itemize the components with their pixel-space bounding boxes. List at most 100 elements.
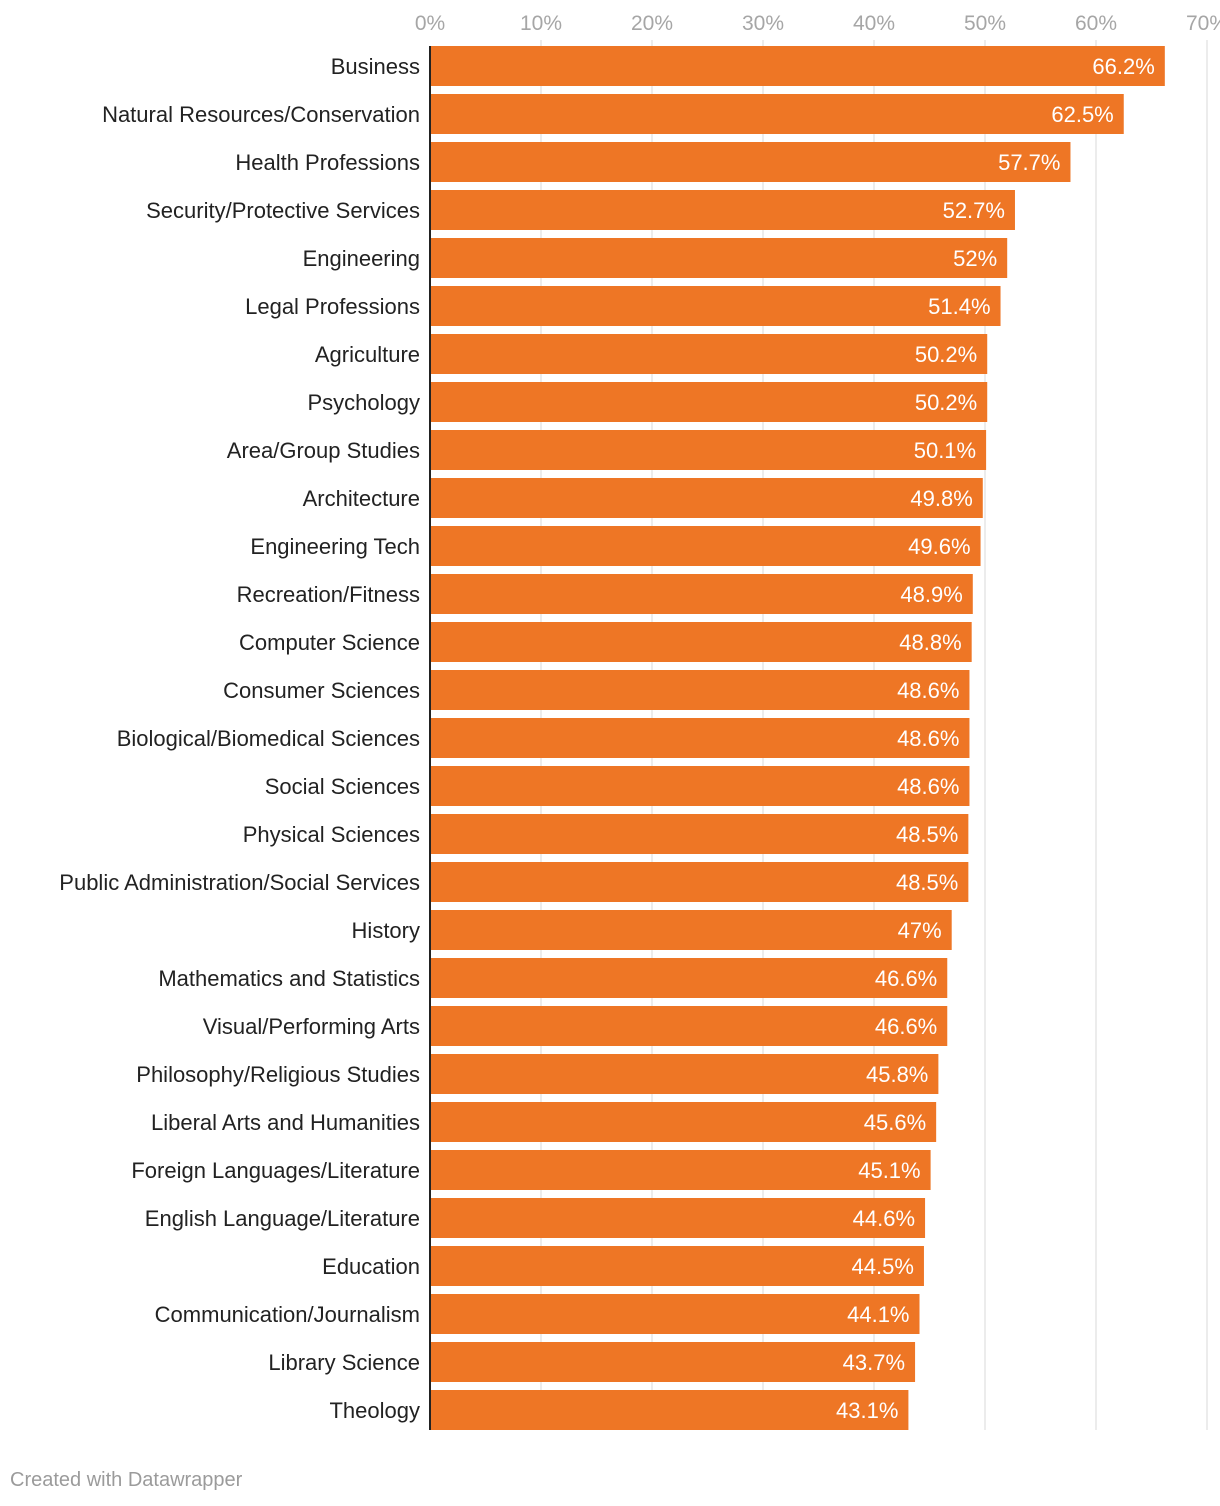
value-label: 45.8% [866, 1062, 928, 1087]
value-label: 51.4% [928, 294, 990, 319]
category-label: History [352, 918, 420, 943]
bar [430, 670, 970, 710]
bar [430, 478, 983, 518]
value-label: 48.9% [900, 582, 962, 607]
bar [430, 766, 970, 806]
bar [430, 1006, 948, 1046]
category-label: Engineering Tech [250, 534, 420, 559]
x-tick-label: 40% [853, 12, 895, 35]
bar [430, 334, 988, 374]
category-label: Health Professions [235, 150, 420, 175]
value-label: 66.2% [1092, 54, 1154, 79]
x-tick-label: 20% [631, 12, 673, 35]
value-label: 50.2% [915, 390, 977, 415]
value-label: 47% [898, 918, 942, 943]
bar [430, 382, 988, 422]
category-label: Business [331, 54, 420, 79]
bar [430, 1054, 939, 1094]
category-label: Library Science [268, 1350, 420, 1375]
bar [430, 718, 970, 758]
category-label: Computer Science [239, 630, 420, 655]
value-labels: 66.2% 62.5% 57.7% 52.7% 52% 51.4% 50.2% 50.2% 50… [836, 54, 1155, 1423]
bar [430, 238, 1008, 278]
bar [430, 1246, 924, 1286]
category-label: Communication/Journalism [155, 1302, 420, 1327]
category-labels: Business Natural Resources/Conservation He… [59, 54, 420, 1423]
bar [430, 574, 973, 614]
value-label: 48.6% [897, 726, 959, 751]
x-tick-label: 0% [415, 12, 445, 35]
value-label: 46.6% [875, 966, 937, 991]
x-axis-ticks: 0% 10% 20% 30% 40% 50% 60% 70% [415, 12, 1220, 35]
category-label: Psychology [307, 390, 420, 415]
value-label: 44.1% [847, 1302, 909, 1327]
category-label: Public Administration/Social Services [59, 870, 420, 895]
x-tick-label: 30% [742, 12, 784, 35]
footer-credit: Created with Datawrapper [10, 1469, 243, 1491]
bar [430, 46, 1165, 86]
bar [430, 526, 981, 566]
category-label: Legal Professions [245, 294, 420, 319]
bars [430, 46, 1165, 1430]
bar [430, 142, 1071, 182]
category-label: Social Sciences [265, 774, 420, 799]
value-label: 48.6% [897, 774, 959, 799]
value-label: 48.5% [896, 822, 958, 847]
value-label: 46.6% [875, 1014, 937, 1039]
bar [430, 94, 1124, 134]
value-label: 52.7% [943, 198, 1005, 223]
category-label: Biological/Biomedical Sciences [117, 726, 420, 751]
value-label: 49.8% [910, 486, 972, 511]
value-label: 52% [953, 246, 997, 271]
value-label: 45.6% [864, 1110, 926, 1135]
bar [430, 1150, 931, 1190]
category-label: Visual/Performing Arts [203, 1014, 420, 1039]
value-label: 57.7% [998, 150, 1060, 175]
value-label: 45.1% [858, 1158, 920, 1183]
category-label: Security/Protective Services [146, 198, 420, 223]
value-label: 48.6% [897, 678, 959, 703]
bar [430, 622, 972, 662]
category-label: Area/Group Studies [227, 438, 420, 463]
value-label: 48.5% [896, 870, 958, 895]
x-tick-label: 50% [964, 12, 1006, 35]
x-tick-label: 70% [1186, 12, 1220, 35]
bar [430, 958, 948, 998]
bar [430, 286, 1001, 326]
category-label: Physical Sciences [243, 822, 420, 847]
value-label: 50.1% [914, 438, 976, 463]
value-label: 44.5% [852, 1254, 914, 1279]
bar [430, 190, 1015, 230]
category-label: Education [322, 1254, 420, 1279]
value-label: 62.5% [1051, 102, 1113, 127]
value-label: 43.7% [843, 1350, 905, 1375]
category-label: Philosophy/Religious Studies [136, 1062, 420, 1087]
bar [430, 1342, 916, 1382]
bar-chart: 0% 10% 20% 30% 40% 50% 60% 70% Business Natural … [59, 12, 1220, 1430]
bar [430, 1390, 909, 1430]
x-tick-label: 60% [1075, 12, 1117, 35]
category-label: Architecture [303, 486, 420, 511]
category-label: Recreation/Fitness [237, 582, 420, 607]
value-label: 48.8% [899, 630, 961, 655]
category-label: Engineering [303, 246, 420, 271]
bar [430, 910, 952, 950]
value-label: 43.1% [836, 1398, 898, 1423]
category-label: Theology [329, 1398, 420, 1423]
bar [430, 862, 969, 902]
bar [430, 430, 987, 470]
category-label: Foreign Languages/Literature [131, 1158, 420, 1183]
category-label: Mathematics and Statistics [158, 966, 420, 991]
bar [430, 1198, 926, 1238]
category-label: Consumer Sciences [223, 678, 420, 703]
bar [430, 814, 969, 854]
category-label: English Language/Literature [145, 1206, 420, 1231]
value-label: 44.6% [853, 1206, 915, 1231]
category-label: Natural Resources/Conservation [102, 102, 420, 127]
bar [430, 1294, 920, 1334]
value-label: 49.6% [908, 534, 970, 559]
x-tick-label: 10% [520, 12, 562, 35]
bar [430, 1102, 937, 1142]
category-label: Agriculture [315, 342, 420, 367]
value-label: 50.2% [915, 342, 977, 367]
